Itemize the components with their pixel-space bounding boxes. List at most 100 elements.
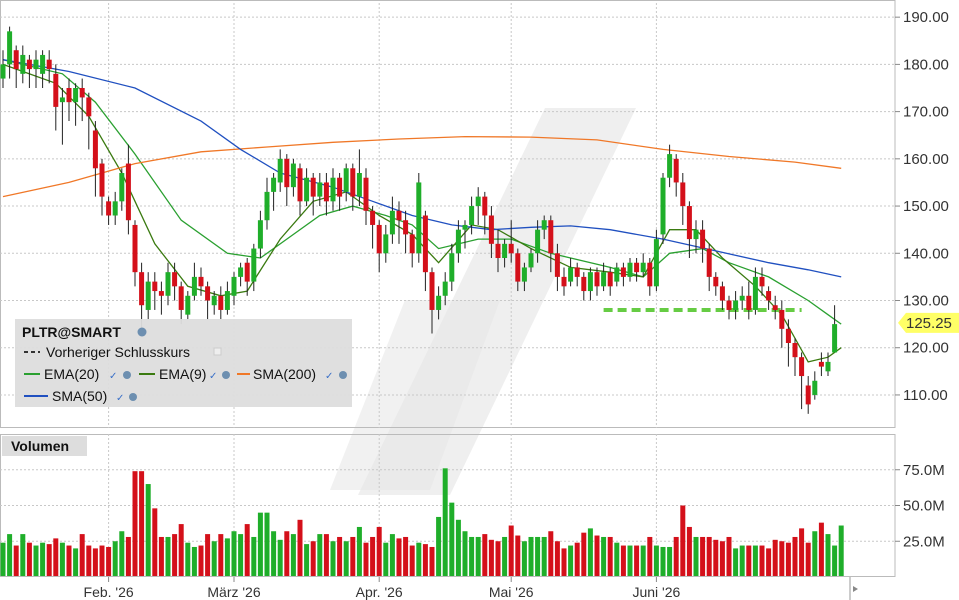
- volume-legend-background: [2, 436, 87, 456]
- candle-down: [310, 177, 316, 197]
- candle-down: [594, 272, 600, 287]
- candle-down: [706, 248, 712, 277]
- candle-down: [799, 357, 805, 377]
- sma200-settings-icon[interactable]: [339, 371, 347, 379]
- sma200-check-icon[interactable]: ✓: [325, 371, 333, 382]
- volume-bar: [739, 545, 745, 576]
- candle-up: [257, 220, 263, 249]
- volume-bar: [429, 546, 435, 576]
- volume-bar: [33, 545, 39, 576]
- volume-bar: [376, 526, 382, 576]
- candle-down: [581, 276, 587, 292]
- legend-sma200: SMA(200): [253, 366, 316, 382]
- volume-bar: [99, 545, 105, 576]
- candle-down: [792, 343, 798, 358]
- candle-up: [535, 229, 541, 254]
- x-tick-label: Mai '26: [489, 584, 534, 600]
- candle-up: [455, 229, 461, 254]
- price-tick-label: 110.00: [903, 387, 948, 404]
- price-tick-label: 120.00: [903, 340, 949, 357]
- candle-up: [304, 177, 310, 202]
- prev-close-toggle-icon[interactable]: [213, 347, 222, 356]
- candle-up: [185, 295, 191, 315]
- candle-down: [785, 328, 791, 343]
- volume-bar: [231, 531, 237, 576]
- volume-bar: [653, 545, 659, 576]
- scroll-right-button[interactable]: [849, 577, 858, 600]
- candle-down: [376, 224, 382, 254]
- candle-up: [475, 196, 481, 207]
- volume-bar: [165, 536, 171, 576]
- candle-up: [568, 267, 574, 282]
- volume-bar: [574, 542, 580, 576]
- volume-bar: [409, 545, 415, 576]
- candle-down: [746, 295, 752, 310]
- candle-down: [297, 168, 303, 202]
- ema20-settings-icon[interactable]: [123, 371, 131, 379]
- candle-up: [330, 177, 336, 202]
- symbol-settings-icon[interactable]: [137, 327, 147, 337]
- volume-bar: [132, 471, 138, 576]
- candle-down: [686, 206, 692, 240]
- ema9-check-icon[interactable]: ✓: [209, 371, 217, 382]
- volume-bar: [746, 545, 752, 576]
- candle-up: [231, 276, 237, 296]
- candle-up: [667, 154, 673, 178]
- ema9-settings-icon[interactable]: [222, 371, 230, 379]
- volume-bar: [251, 536, 257, 576]
- candle-up: [238, 267, 244, 277]
- candle-up: [693, 229, 699, 240]
- volume-bar: [700, 536, 706, 576]
- candle-down: [323, 182, 329, 202]
- volume-bar: [680, 505, 686, 576]
- volume-bar: [271, 531, 277, 576]
- volume-bar: [13, 545, 19, 576]
- candle-up: [502, 243, 508, 258]
- candle-up: [277, 158, 283, 183]
- price-tick-label: 180.00: [903, 56, 949, 73]
- candle-down: [26, 59, 32, 70]
- sma50-settings-icon[interactable]: [129, 393, 137, 401]
- candle-down: [172, 272, 178, 287]
- volume-bar: [158, 536, 164, 576]
- candle-up: [436, 295, 442, 310]
- candle-down: [198, 276, 204, 287]
- volume-title: Volumen: [11, 438, 69, 454]
- sma50-check-icon[interactable]: ✓: [116, 393, 124, 404]
- x-tick-label: Apr. '26: [356, 584, 403, 600]
- volume-bar: [832, 545, 838, 576]
- ema20-check-icon[interactable]: ✓: [109, 371, 117, 382]
- volume-bar: [238, 534, 244, 576]
- volume-bar: [244, 524, 250, 576]
- candle-up: [290, 163, 296, 188]
- candle-up: [640, 262, 646, 273]
- sma50-line: [2, 59, 842, 278]
- volume-bar: [416, 542, 422, 576]
- candle-up: [416, 182, 422, 254]
- candle-down: [106, 201, 112, 216]
- candle-down: [409, 234, 415, 254]
- volume-bar: [7, 534, 13, 576]
- volume-bar: [673, 536, 679, 576]
- volume-bar: [92, 548, 98, 576]
- ema20-line: [2, 59, 842, 325]
- volume-bar: [502, 536, 508, 576]
- candle-up: [119, 173, 125, 202]
- candle-down: [205, 286, 211, 301]
- legend-prev-close: Vorheriger Schlusskurs: [46, 344, 190, 360]
- volume-bar: [627, 545, 633, 576]
- price-tick-label: 140.00: [903, 245, 949, 262]
- volume-bar: [587, 528, 593, 576]
- volume-bar: [290, 534, 296, 576]
- candle-up: [739, 295, 745, 301]
- candle-up: [356, 173, 362, 197]
- price-tick-label: 160.00: [903, 151, 949, 168]
- candle-down: [647, 262, 653, 287]
- candle-down: [634, 262, 640, 273]
- candle-up: [59, 97, 65, 103]
- candle-up: [191, 276, 197, 296]
- arrow-right-icon[interactable]: [853, 586, 858, 592]
- volume-bar: [178, 524, 184, 576]
- volume-bar: [218, 534, 224, 576]
